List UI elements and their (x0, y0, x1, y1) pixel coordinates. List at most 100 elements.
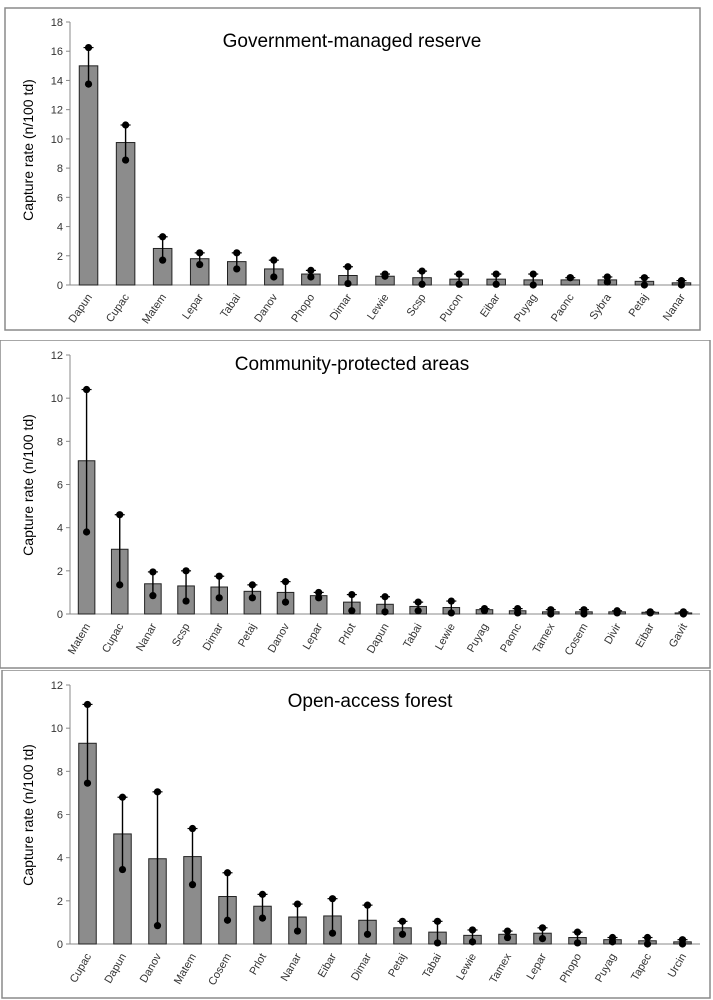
point-low-eibar (328, 929, 337, 937)
x-tick-label: Cosem (206, 952, 234, 988)
point-low-tapec (643, 940, 652, 948)
x-tick-label: Danov (252, 291, 280, 324)
point-low-petaj (248, 594, 256, 602)
point-high-scsp (182, 567, 190, 575)
y-tick-label: 2 (57, 566, 63, 578)
y-axis-label: Capture rate (n/100 td) (20, 744, 36, 886)
x-tick-label: Urcin (666, 952, 689, 980)
point-low-lewie (468, 938, 477, 946)
point-low-matem (82, 528, 91, 536)
x-tick-label: Paonc (549, 291, 577, 324)
x-tick-label: Sybra (587, 291, 614, 322)
y-tick-label: 12 (51, 350, 63, 362)
point-high-petaj (398, 917, 407, 925)
point-high-lepar (538, 924, 547, 932)
point-high-petaj (640, 274, 649, 282)
point-high-puyag (529, 270, 537, 278)
point-high-nanar (293, 900, 302, 908)
point-high-phopo (307, 266, 315, 274)
x-tick-label: Scsp (170, 622, 193, 649)
point-low-phopo (307, 273, 315, 281)
point-high-cosem (223, 869, 232, 877)
point-high-eibar (328, 895, 337, 903)
point-high-danov (153, 788, 162, 796)
x-tick-label: Matem (140, 292, 169, 326)
point-low-petaj (640, 281, 649, 289)
point-high-matem (82, 385, 91, 394)
point-low-puyag (529, 281, 537, 289)
x-tick-label: Nanar (279, 951, 305, 983)
point-high-lepar (315, 588, 323, 597)
y-tick-label: 0 (57, 939, 63, 951)
x-tick-label: Eibar (316, 951, 339, 980)
point-low-lewie (447, 609, 455, 617)
point-high-dimar (215, 572, 223, 580)
point-low-cupac (83, 779, 92, 787)
point-high-dapun (118, 793, 127, 801)
x-tick-label: Phopo (558, 952, 584, 986)
x-tick-label: Tabai (421, 952, 445, 981)
y-axis-label: Capture rate (n/100 td) (20, 414, 36, 556)
point-high-tabai (233, 249, 241, 257)
y-tick-label: 18 (51, 17, 63, 29)
x-tick-label: Lepar (180, 292, 206, 322)
x-tick-label: Puyag (593, 952, 619, 985)
point-low-tamex (547, 610, 555, 618)
y-tick-label: 10 (51, 393, 63, 405)
point-low-dimar (344, 279, 352, 288)
point-high-dimar (344, 263, 352, 271)
point-high-tamex (503, 927, 512, 935)
chart-title: Open-access forest (288, 691, 453, 712)
y-tick-label: 0 (57, 609, 63, 621)
y-tick-label: 0 (57, 280, 63, 292)
point-low-dapun (84, 80, 93, 88)
x-tick-label: Dapun (67, 292, 95, 325)
y-tick-label: 10 (51, 723, 63, 735)
x-tick-label: Lepar (301, 621, 326, 652)
y-tick-label: 10 (51, 134, 63, 146)
point-high-lewie (468, 926, 477, 934)
x-tick-label: Lewie (433, 622, 458, 653)
x-tick-label: Lepar (525, 951, 550, 982)
chart-panel-community: Community-protected areas Capture rate (n… (0, 340, 713, 670)
point-low-phopo (573, 939, 582, 947)
point-low-prlot (348, 607, 356, 615)
y-tick-label: 8 (57, 163, 63, 175)
x-tick-label: Cupac (100, 621, 127, 655)
point-low-cupac (116, 581, 124, 589)
y-tick-label: 14 (51, 75, 63, 87)
point-low-nanar (293, 927, 302, 935)
point-high-cupac (83, 700, 92, 709)
x-tick-label: Eibar (634, 621, 657, 650)
x-tick-label: Tabai (218, 292, 243, 320)
point-low-lepar (538, 935, 547, 943)
point-high-lewie (447, 597, 455, 605)
chart-community-svg: Community-protected areas Capture rate (n… (0, 340, 711, 669)
point-low-tabai (414, 607, 422, 615)
x-tick-label: Divir (602, 621, 624, 646)
x-tick-label: Prlot (337, 622, 359, 648)
point-low-eibar (646, 609, 654, 617)
chart-panel-open-access: Open-access forest Capture rate (n/100 td… (0, 670, 713, 1000)
y-tick-label: 6 (57, 810, 63, 822)
x-tick-label: Prlot (247, 952, 269, 978)
y-tick-label: 4 (57, 523, 63, 535)
y-tick-label: 2 (57, 251, 63, 263)
point-low-nanar (149, 592, 157, 600)
y-tick-label: 6 (57, 192, 63, 204)
x-tick-label: Dapun (365, 622, 392, 656)
point-high-dapun (381, 593, 389, 601)
x-tick-label: Puyag (465, 622, 491, 655)
point-low-divir (613, 609, 621, 617)
y-tick-label: 6 (57, 480, 63, 492)
point-low-lepar (315, 594, 323, 602)
point-high-danov (281, 578, 290, 586)
panel-border (0, 340, 711, 669)
chart-panel-government: Government-managed reserve Capture rate (… (0, 0, 713, 340)
x-tick-label: Cupac (68, 951, 95, 985)
point-low-matem (159, 256, 167, 264)
x-tick-label: Nanar (134, 621, 160, 653)
x-tick-label: Phopo (289, 292, 317, 325)
y-tick-label: 12 (51, 680, 63, 692)
point-low-danov (281, 598, 290, 606)
